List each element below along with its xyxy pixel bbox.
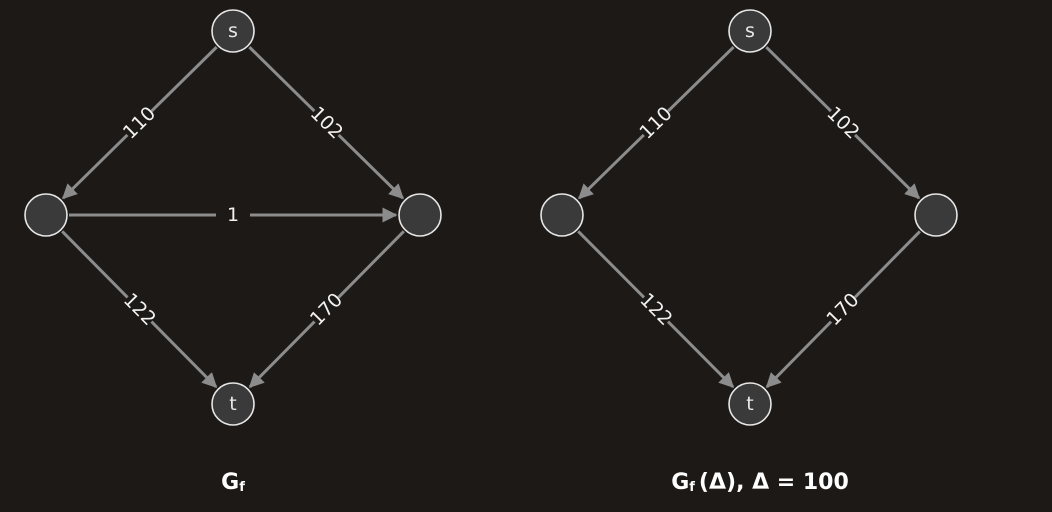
caption-rest: (Δ), Δ = 100 bbox=[698, 470, 849, 495]
edge-b-t-arrow bbox=[765, 320, 833, 388]
edge-s-b-arrow bbox=[337, 133, 404, 200]
node-b bbox=[914, 193, 958, 237]
graph-caption-residual: Gf bbox=[221, 470, 245, 495]
node-circle bbox=[211, 382, 255, 426]
node-circle bbox=[540, 193, 584, 237]
node-t: t bbox=[211, 382, 255, 426]
node-label: t bbox=[229, 393, 236, 415]
edge-s-a-line bbox=[667, 46, 735, 113]
graph-caption-scaled-residual: Gf (Δ), Δ = 100 bbox=[671, 470, 849, 495]
edge-s-a-arrow bbox=[578, 133, 645, 200]
edge-s-a-line bbox=[150, 46, 218, 113]
node-s: s bbox=[211, 9, 255, 53]
node-a bbox=[24, 193, 68, 237]
node-label: s bbox=[228, 20, 238, 42]
node-label: s bbox=[745, 20, 755, 42]
node-circle bbox=[211, 9, 255, 53]
node-b bbox=[398, 193, 442, 237]
node-circle bbox=[914, 193, 958, 237]
node-s: s bbox=[728, 9, 772, 53]
edge-s-b-line bbox=[248, 46, 316, 113]
edge-s-b-arrow bbox=[854, 133, 921, 200]
node-a bbox=[540, 193, 584, 237]
node-circle bbox=[728, 9, 772, 53]
edge-b-t-line bbox=[853, 230, 921, 299]
node-label: t bbox=[746, 393, 753, 415]
edge-a-t-arrow bbox=[150, 320, 218, 389]
caption-subscript: f bbox=[239, 480, 245, 495]
node-circle bbox=[24, 193, 68, 237]
edge-a-t-line bbox=[577, 230, 646, 299]
node-t: t bbox=[728, 382, 772, 426]
edge-capacity-label: 1 bbox=[227, 204, 239, 226]
edge-a-t-arrow bbox=[666, 320, 735, 389]
edge-b-t-arrow bbox=[248, 320, 316, 389]
edge-s-a-arrow bbox=[62, 133, 129, 200]
edge-s-b-line bbox=[765, 46, 832, 113]
edge-b-t-line bbox=[337, 230, 405, 299]
caption-main: G bbox=[671, 470, 690, 495]
edge-a-t-line bbox=[61, 230, 129, 299]
caption-main: G bbox=[221, 470, 240, 495]
caption-subscript: f bbox=[689, 480, 695, 495]
node-circle bbox=[728, 382, 772, 426]
node-circle bbox=[398, 193, 442, 237]
